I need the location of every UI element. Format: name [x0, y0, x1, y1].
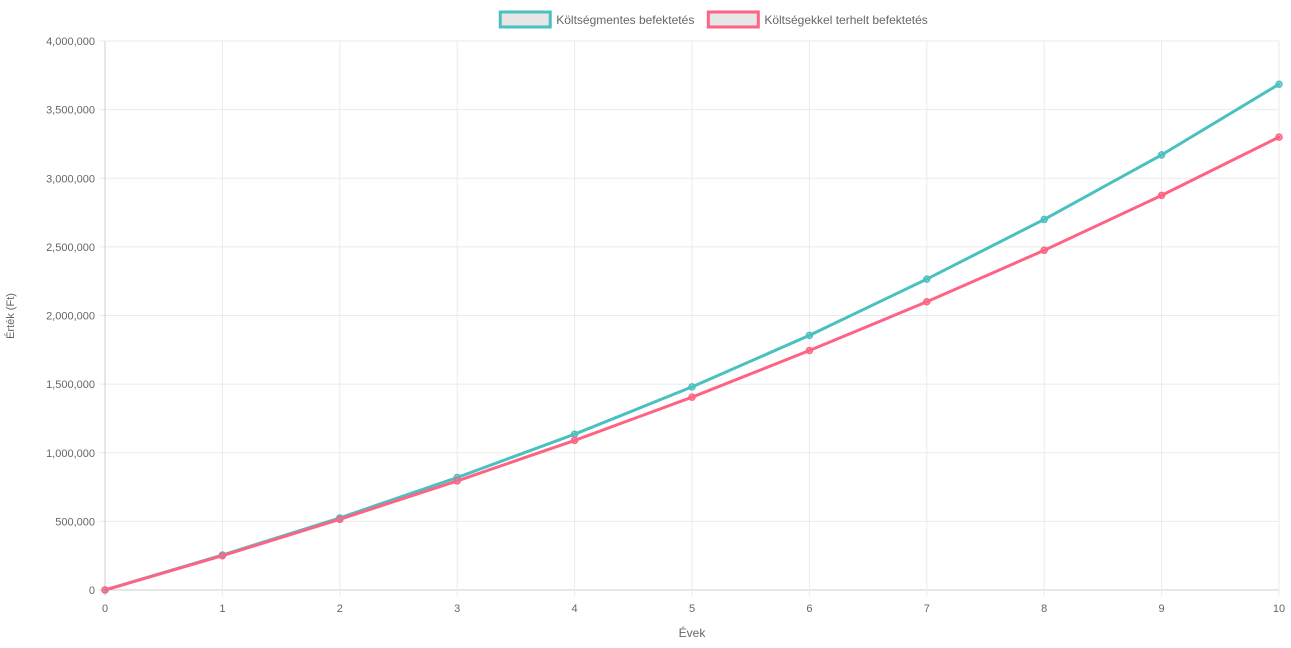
x-tick-label: 10 — [1273, 603, 1285, 615]
data-point[interactable] — [923, 298, 931, 306]
grid-lines — [99, 40, 1280, 596]
y-tick-label: 500,000 — [55, 516, 95, 528]
legend-item-1[interactable]: Költségmentes befektetés — [498, 10, 694, 29]
y-tick-label: 2,000,000 — [46, 311, 95, 323]
legend-label: Költségekkel terhelt befektetés — [764, 13, 927, 27]
data-point[interactable] — [805, 346, 814, 355]
legend-label: Költségmentes befektetés — [556, 13, 694, 27]
data-point[interactable] — [923, 275, 931, 283]
x-tick-label: 3 — [454, 603, 460, 615]
x-tick-label: 6 — [806, 603, 812, 615]
x-axis-label: Évek — [679, 625, 707, 640]
y-tick-label: 2,500,000 — [46, 242, 95, 254]
x-tick-label: 8 — [1041, 603, 1047, 615]
axes: 0 500,000 1,000,000 1,500,000 2,000,000 2,500… — [46, 36, 1285, 615]
data-point[interactable] — [1157, 191, 1166, 200]
x-tick-label: 5 — [689, 603, 695, 615]
y-tick-label: 1,500,000 — [46, 379, 95, 391]
data-point[interactable] — [688, 393, 696, 401]
y-tick-label: 4,000,000 — [46, 36, 95, 48]
y-axis-label: Érték (Ft) — [4, 293, 17, 339]
data-point[interactable] — [218, 551, 227, 560]
x-tick-label: 1 — [219, 603, 225, 615]
data-point[interactable] — [570, 436, 579, 445]
x-tick-label: 0 — [102, 603, 108, 615]
x-tick-label: 4 — [572, 603, 578, 615]
x-tick-label: 2 — [337, 603, 343, 615]
x-tick-label: 9 — [1159, 603, 1165, 615]
data-point[interactable] — [1157, 151, 1166, 159]
data-point[interactable] — [570, 430, 579, 438]
legend-item-2[interactable]: Költségekkel terhelt befektetés — [706, 10, 928, 29]
data-point[interactable] — [336, 515, 344, 524]
legend: Költségmentes befektetés Költségekkel ter… — [498, 10, 928, 29]
data-point[interactable] — [1040, 215, 1048, 224]
legend-swatch — [706, 10, 760, 29]
y-tick-label: 1,000,000 — [46, 448, 95, 460]
data-point[interactable] — [805, 331, 814, 340]
data-point[interactable] — [1275, 133, 1283, 141]
x-tick-label: 7 — [924, 603, 930, 615]
data-point[interactable] — [453, 477, 461, 485]
data-point[interactable] — [101, 586, 109, 594]
y-tick-label: 0 — [89, 585, 95, 597]
data-point[interactable] — [1275, 80, 1283, 88]
data-point[interactable] — [1040, 246, 1048, 255]
data-points — [101, 80, 1283, 594]
y-tick-label: 3,000,000 — [46, 173, 95, 185]
y-tick-label: 3,500,000 — [46, 105, 95, 117]
data-point[interactable] — [688, 383, 696, 391]
legend-swatch — [498, 10, 552, 29]
